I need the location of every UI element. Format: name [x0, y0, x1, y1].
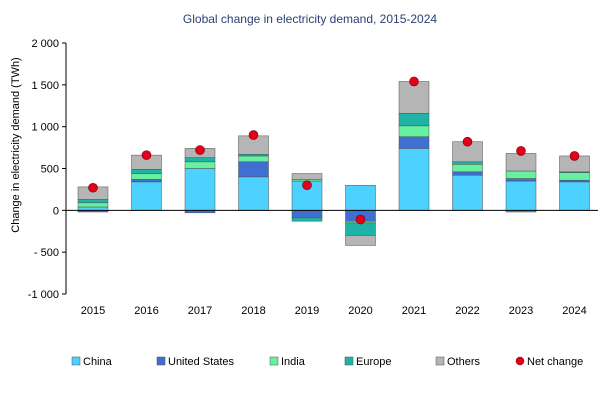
net-change-marker-2015 [88, 182, 98, 193]
legend-label-india: India [281, 356, 306, 368]
bar-united-states-2018 [238, 161, 269, 178]
bar-india-2016 [131, 173, 162, 180]
net-change-marker-2018 [248, 130, 259, 140]
x-tick-label-2015: 2015 [81, 305, 105, 317]
y-tick-label: 0 [53, 205, 59, 217]
x-tick-label-2024: 2024 [562, 305, 586, 317]
bar-europe-2015 [77, 199, 109, 204]
bar-others-2023 [505, 153, 537, 172]
bar-europe-2019 [291, 217, 323, 222]
bar-europe-2018 [238, 154, 269, 157]
net-change-marker-2020 [355, 214, 366, 225]
y-axis-label: Change in electricity demand (TWh) [10, 57, 22, 232]
bar-china-2024 [559, 181, 590, 211]
bar-china-2022 [452, 174, 483, 211]
net-change-marker-2021 [409, 76, 419, 87]
bar-europe-2016 [131, 169, 162, 174]
bar-india-2023 [505, 170, 537, 179]
x-tick-label-2016: 2016 [134, 305, 158, 317]
legend: China United States India Europe Others Net c… [71, 356, 583, 368]
bar-india-2015 [77, 202, 109, 208]
x-tick-label-2023: 2023 [509, 305, 533, 317]
legend-swatch-others [435, 356, 445, 366]
legend-label-united-states: United States [168, 356, 235, 368]
bar-china-2016 [131, 181, 162, 211]
y-tick-label: 2 000 [31, 38, 59, 50]
y-tick-label: -1 000 [28, 289, 59, 301]
legend-label-net-change: Net change [527, 356, 583, 368]
legend-swatch-net-change [515, 356, 525, 366]
bar-europe-2021 [398, 113, 430, 127]
y-axis-ticks: -1 000 - 500 0 500 1 000 1 500 2 000 [28, 38, 66, 301]
net-change-marker-2024 [569, 151, 580, 161]
bar-china-2015 [77, 206, 109, 211]
net-change-marker-2023 [516, 146, 526, 156]
legend-swatch-india [269, 356, 279, 366]
bar-others-2021 [398, 81, 430, 114]
net-change-markers [88, 76, 580, 225]
x-tick-label-2022: 2022 [455, 305, 479, 317]
bar-united-states-2016 [131, 179, 162, 183]
chart-title: Global change in electricity demand, 201… [183, 12, 437, 26]
x-axis-ticks: 2015 2016 2017 2018 2019 2020 2021 2022 2023 2024 [81, 305, 587, 317]
bar-europe-2022 [452, 161, 483, 165]
bar-india-2022 [452, 164, 483, 173]
y-tick-label: 1 000 [31, 122, 59, 134]
bar-india-2024 [559, 172, 590, 181]
legend-label-china: China [83, 356, 113, 368]
bars-group [77, 81, 590, 246]
bar-europe-2020 [345, 222, 376, 236]
bar-united-states-2019 [291, 210, 323, 219]
net-change-marker-2022 [462, 136, 473, 147]
legend-swatch-china [71, 356, 81, 366]
y-tick-label: 500 [41, 164, 59, 176]
bar-others-2020 [345, 235, 376, 246]
x-tick-label-2019: 2019 [295, 305, 319, 317]
bar-united-states-2022 [452, 171, 483, 176]
x-tick-label-2021: 2021 [402, 305, 426, 317]
bar-europe-2017 [184, 157, 216, 163]
y-tick-label: 1 500 [31, 80, 59, 92]
bar-china-2017 [184, 168, 216, 211]
bar-china-2018 [238, 176, 269, 211]
legend-label-europe: Europe [356, 356, 391, 368]
bar-united-states-2023 [505, 178, 537, 182]
x-tick-label-2017: 2017 [188, 305, 212, 317]
bar-united-states-2021 [398, 136, 430, 149]
y-tick-label: - 500 [34, 247, 59, 259]
bar-china-2020 [345, 184, 376, 211]
bar-others-2019 [291, 173, 323, 180]
bar-india-2017 [184, 161, 216, 169]
bar-united-states-2024 [559, 179, 590, 183]
bar-india-2021 [398, 125, 430, 137]
x-tick-label-2018: 2018 [241, 305, 265, 317]
legend-swatch-united-states [156, 356, 166, 366]
net-change-marker-2016 [141, 150, 152, 160]
legend-swatch-europe [344, 356, 354, 366]
net-change-marker-2017 [195, 145, 205, 155]
bar-china-2023 [505, 180, 537, 211]
net-change-marker-2019 [302, 180, 312, 191]
bar-india-2018 [238, 155, 269, 163]
legend-label-others: Others [447, 356, 481, 368]
x-tick-label-2020: 2020 [348, 305, 372, 317]
bar-china-2021 [398, 148, 430, 211]
